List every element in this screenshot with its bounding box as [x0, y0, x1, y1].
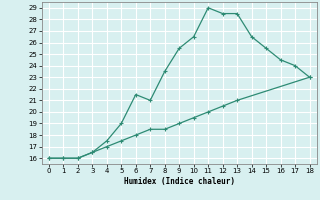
X-axis label: Humidex (Indice chaleur): Humidex (Indice chaleur) — [124, 177, 235, 186]
